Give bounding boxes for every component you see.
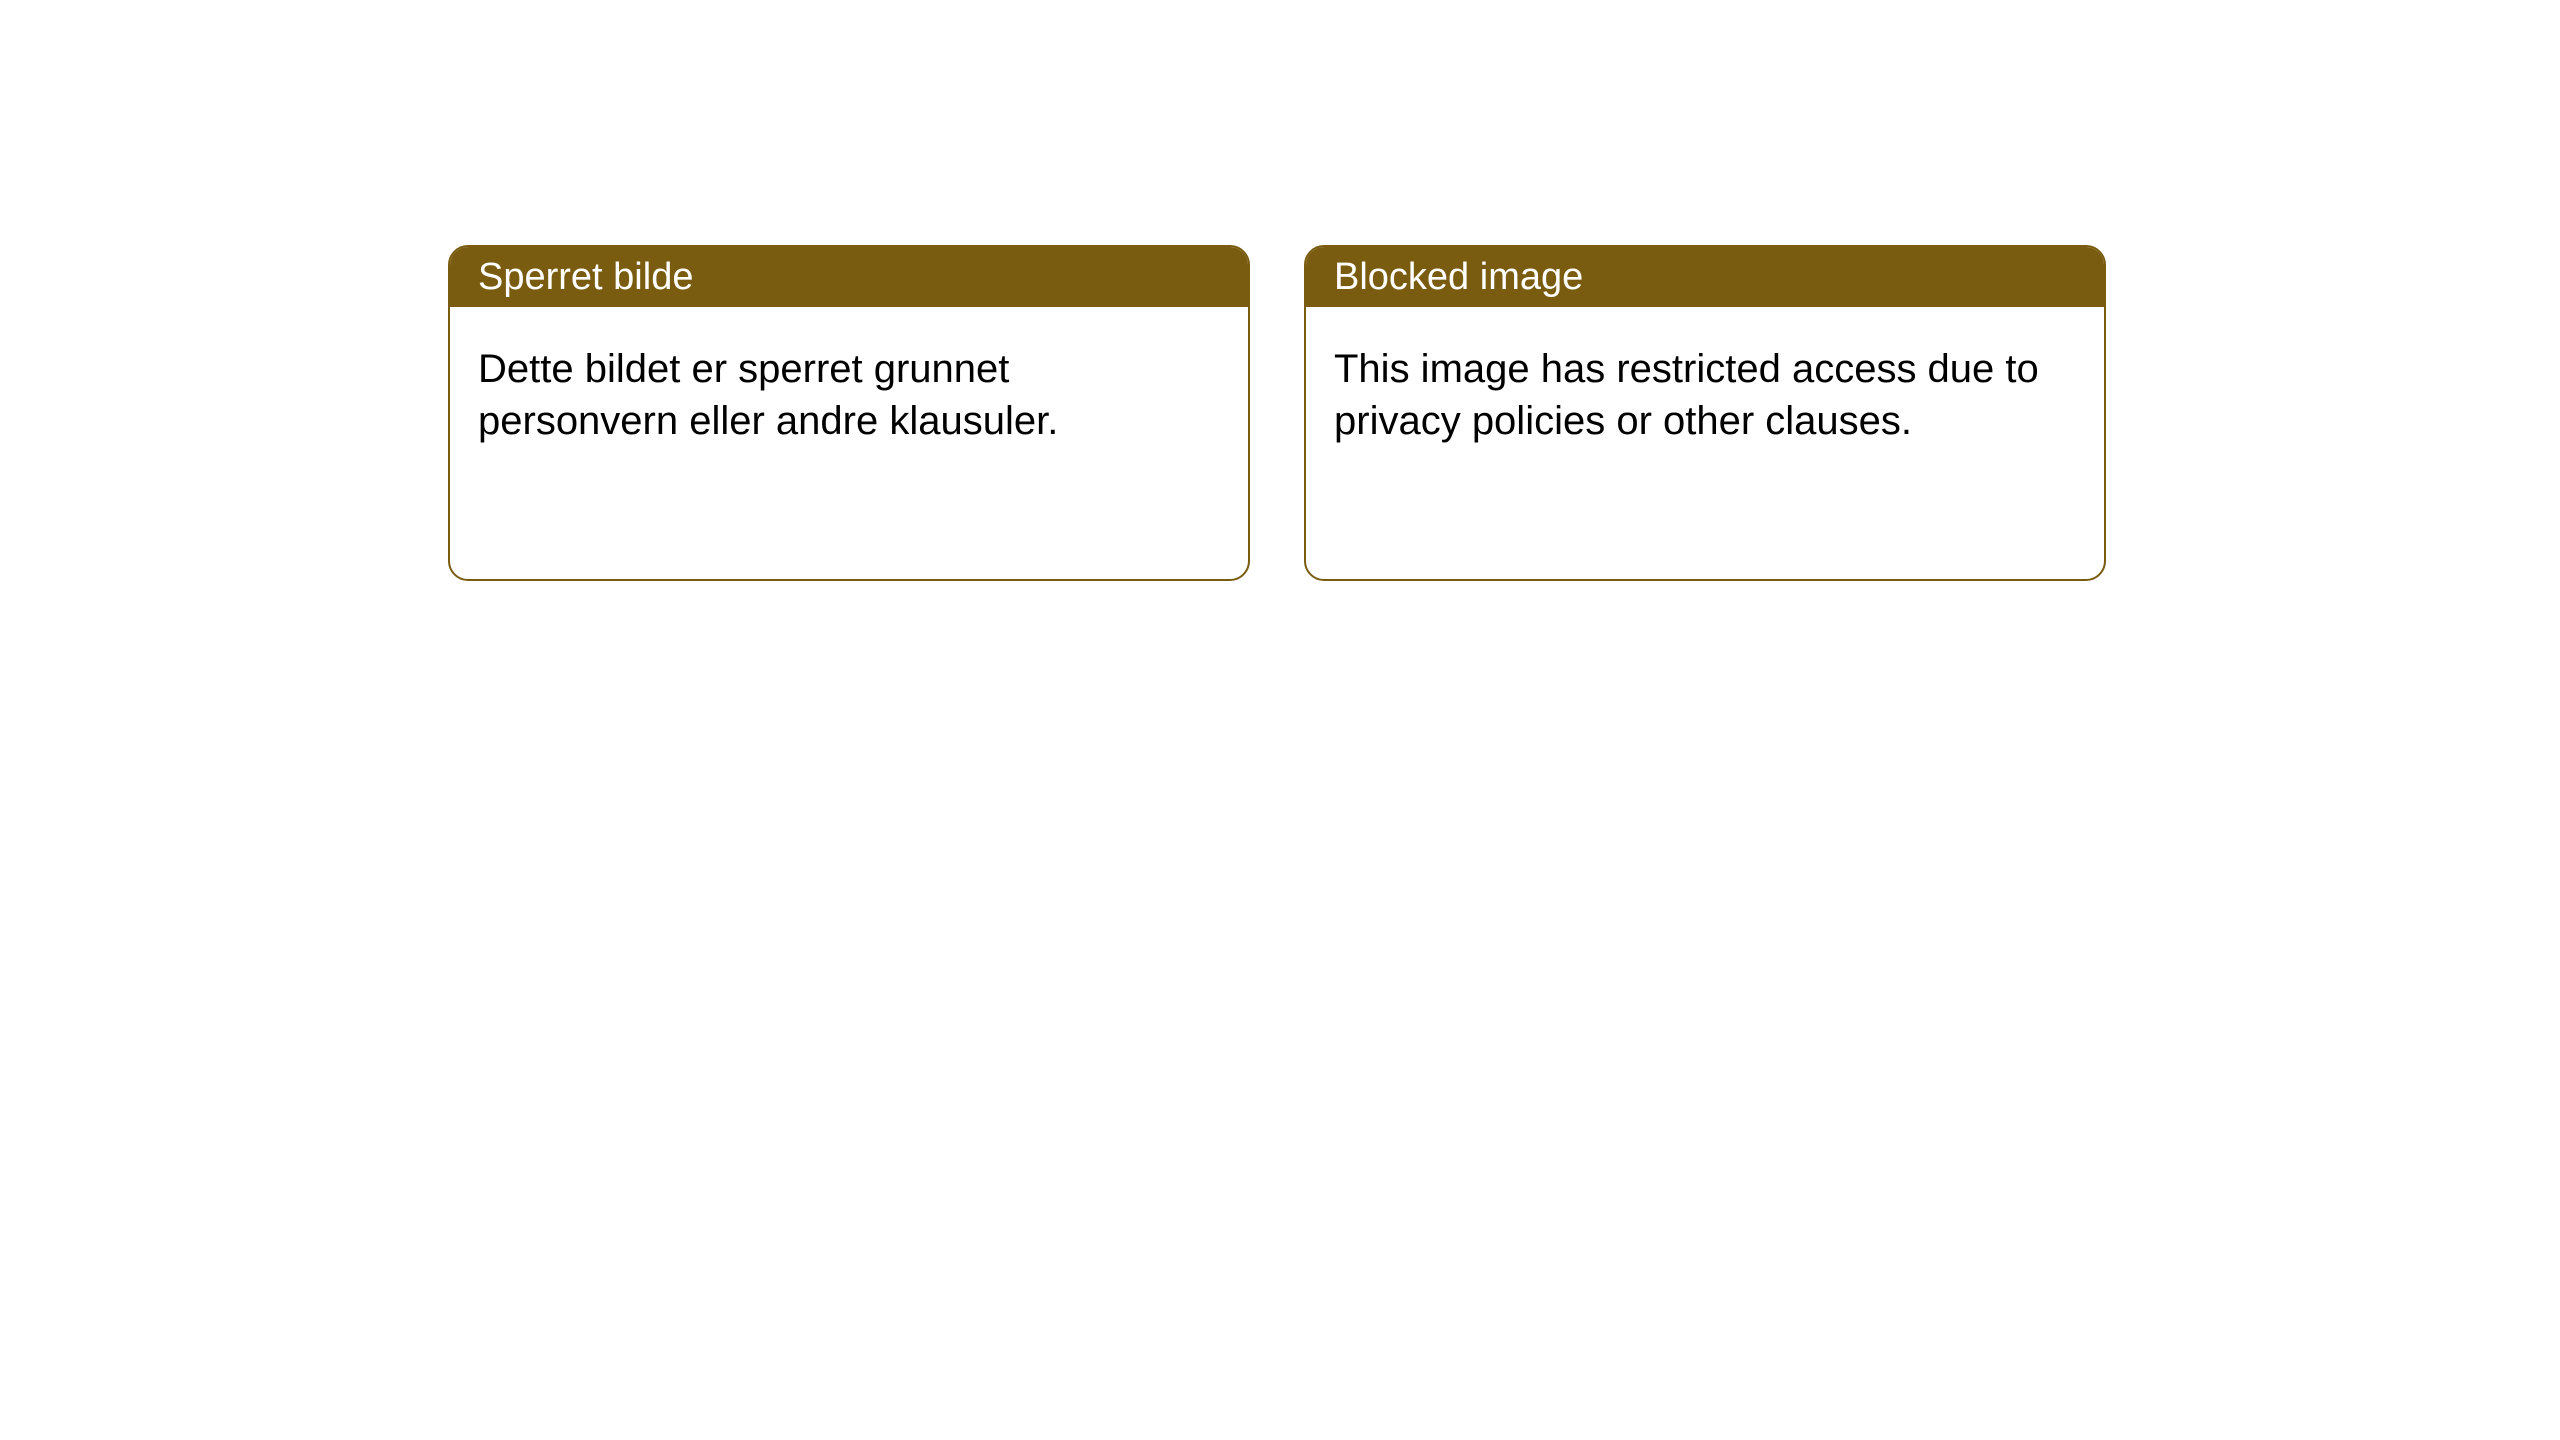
card-body-text-no: Dette bildet er sperret grunnet personve… <box>478 347 1058 443</box>
card-body-en: This image has restricted access due to … <box>1306 307 2104 483</box>
card-body-text-en: This image has restricted access due to … <box>1334 347 2039 443</box>
blocked-image-card-no: Sperret bilde Dette bildet er sperret gr… <box>448 245 1250 581</box>
card-header-en: Blocked image <box>1306 247 2104 307</box>
card-title-no: Sperret bilde <box>478 256 693 299</box>
card-header-no: Sperret bilde <box>450 247 1248 307</box>
cards-container: Sperret bilde Dette bildet er sperret gr… <box>448 245 2106 581</box>
card-body-no: Dette bildet er sperret grunnet personve… <box>450 307 1248 483</box>
blocked-image-card-en: Blocked image This image has restricted … <box>1304 245 2106 581</box>
card-title-en: Blocked image <box>1334 256 1583 299</box>
